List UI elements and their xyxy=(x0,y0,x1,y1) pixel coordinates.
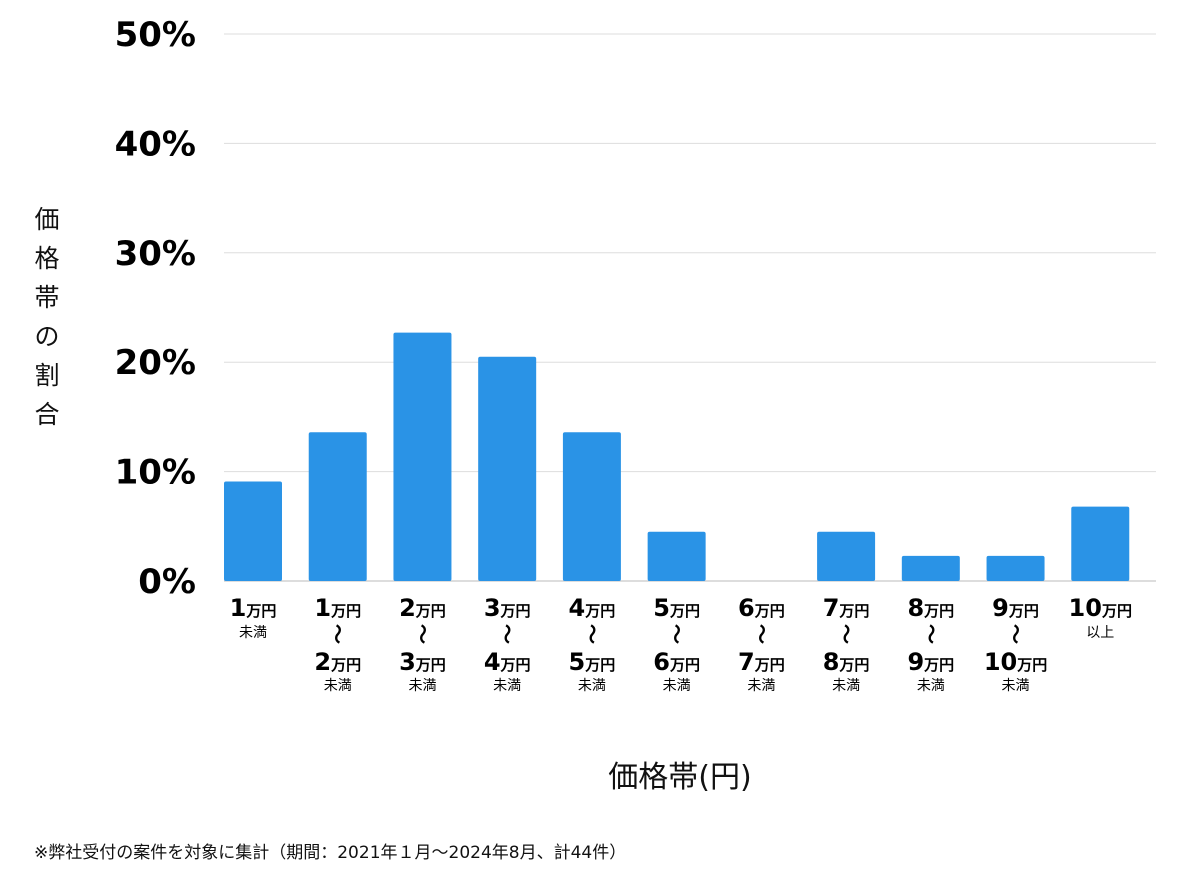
y-tick-label: 30% xyxy=(115,234,196,274)
y-tick-label: 50% xyxy=(115,15,196,55)
footnote: ※弊社受付の案件を対象に集計（期間：2021年１月〜2024年8月、計44件） xyxy=(34,843,627,863)
x-tick-label: 6万円 7万円未満 xyxy=(738,594,785,694)
y-axis-label: 価格帯の割合 xyxy=(34,205,60,429)
range-mark: 〜 xyxy=(1004,624,1028,644)
range-mark: 〜 xyxy=(665,624,689,644)
bar xyxy=(647,531,706,581)
y-tick-label: 0% xyxy=(138,562,196,602)
x-tick-label: 5万円 6万円未満 xyxy=(653,594,700,694)
y-tick-label: 40% xyxy=(115,124,196,164)
x-tick-label: 4万円 5万円未満 xyxy=(569,594,616,694)
y-tick-label: 20% xyxy=(115,343,196,383)
bar xyxy=(224,481,282,581)
y-tick-label: 10% xyxy=(115,453,196,493)
bar xyxy=(562,432,621,581)
bar xyxy=(1071,506,1130,581)
x-tick-label: 9万円 10万円未満 xyxy=(984,594,1047,694)
bar xyxy=(308,432,367,581)
x-tick-label: 3万円 4万円未満 xyxy=(484,594,531,694)
x-tick-label: 10万円以上 xyxy=(1069,594,1132,641)
range-mark: 〜 xyxy=(834,624,858,644)
bar xyxy=(986,555,1045,581)
x-tick-label: 7万円 8万円未満 xyxy=(823,594,870,694)
bar xyxy=(817,531,876,581)
bar xyxy=(393,332,452,581)
range-mark: 〜 xyxy=(326,624,350,644)
x-tick-label: 1万円 2万円未満 xyxy=(314,594,361,694)
x-tick-label: 1万円未満 xyxy=(230,594,277,641)
range-mark: 〜 xyxy=(919,624,943,644)
bar xyxy=(478,356,537,581)
range-mark: 〜 xyxy=(580,624,604,644)
bar xyxy=(901,555,960,581)
x-tick-label: 8万円 9万円未満 xyxy=(907,594,954,694)
x-axis-label: 価格帯(円) xyxy=(608,760,752,795)
range-mark: 〜 xyxy=(495,624,519,644)
x-tick-label: 2万円 3万円未満 xyxy=(399,594,446,694)
range-mark: 〜 xyxy=(410,624,434,644)
range-mark: 〜 xyxy=(749,624,773,644)
